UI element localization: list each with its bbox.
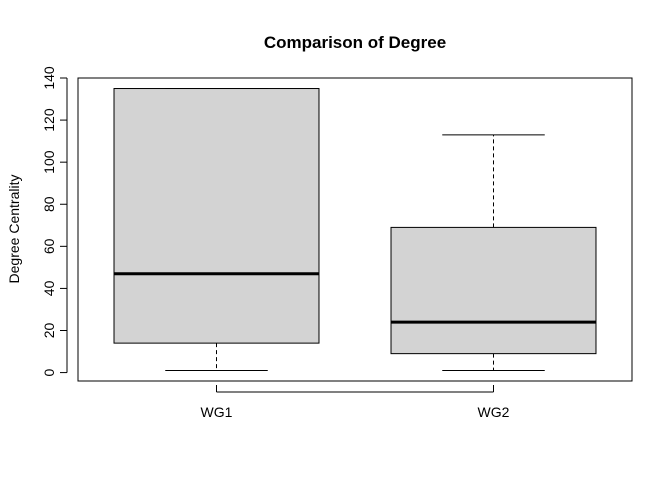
y-axis-label: Degree Centrality [6,175,22,284]
y-tick-label: 60 [41,238,57,254]
plot-frame [77,77,633,382]
x-tick-label: WG2 [478,404,510,420]
y-tick-label: 80 [41,196,57,212]
x-axis: WG1 WG2 [201,385,510,420]
y-tick-label: 100 [41,150,57,174]
y-tick-label: 120 [41,108,57,132]
box-group-wg1 [113,88,320,371]
y-tick-label: 0 [41,368,57,376]
box-iqr [113,88,320,344]
y-tick-label: 20 [41,323,57,339]
y-tick-label: 140 [41,66,57,90]
box-iqr [390,226,597,355]
boxes-layer [113,88,597,371]
chart-title: Comparison of Degree [264,33,446,52]
y-tick-label: 40 [41,280,57,296]
y-axis: 0 20 40 60 80 100 120 140 [41,66,68,376]
box-group-wg2 [390,134,597,371]
x-tick-label: WG1 [201,404,233,420]
